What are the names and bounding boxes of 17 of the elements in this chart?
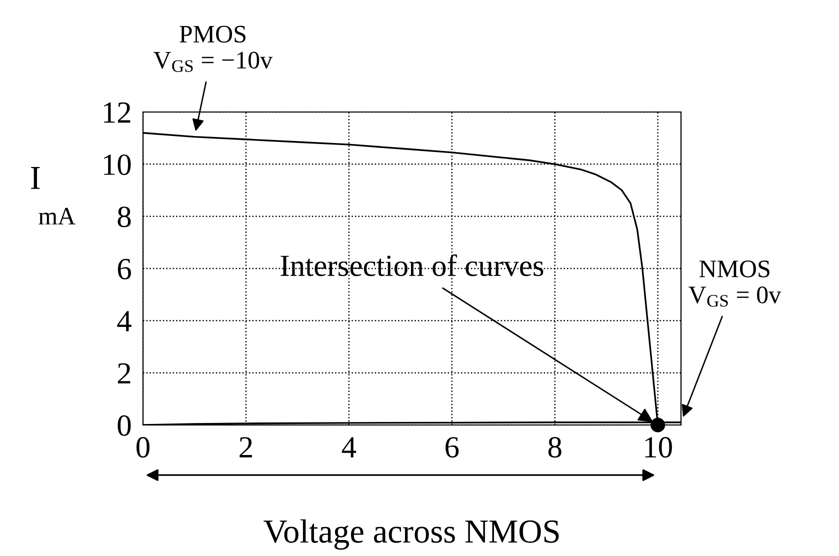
annotation: NMOS V$_{GS}$ = 0v [688, 260, 782, 307]
x-axis-title: Voltage across NMOS [264, 519, 559, 550]
x-tick-label: 4 [342, 437, 356, 458]
y-tick-label: 0 [118, 415, 131, 436]
x-tick-label: 6 [446, 437, 459, 458]
y-tick-label: 12 [104, 102, 130, 123]
y-tick-label: 4 [117, 311, 132, 332]
x-tick-label: 8 [548, 436, 562, 458]
y-tick-label: 6 [118, 258, 131, 280]
y-tick-label: 2 [118, 363, 130, 384]
annotation: PMOS V$_{GS}$ = −10v [153, 26, 273, 72]
x-tick-label: 10 [645, 436, 672, 458]
x-tick-label: 0 [136, 436, 150, 458]
x-tick-label: 2 [240, 437, 252, 458]
y-tick-label: 10 [104, 154, 131, 176]
y-tick-label: 8 [118, 206, 131, 228]
y-axis-title: I mA [31, 167, 76, 224]
